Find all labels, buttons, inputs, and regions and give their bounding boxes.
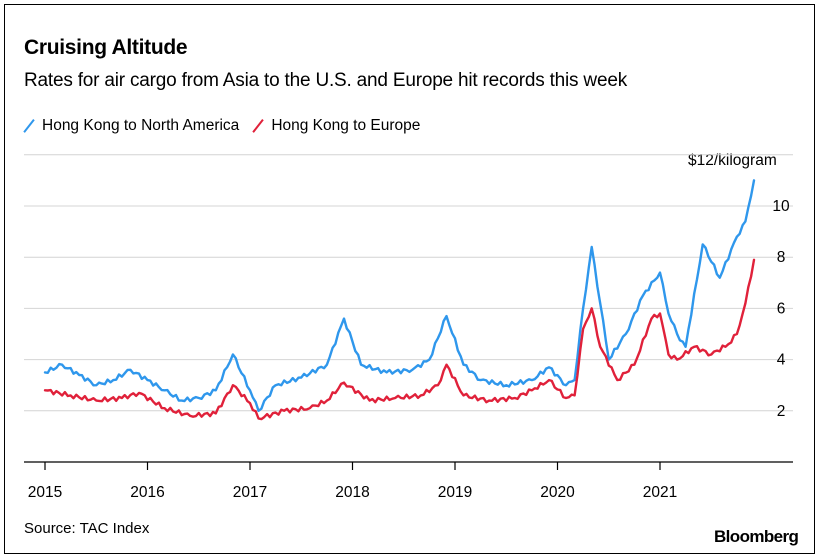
y-axis-unit-label: $12/kilogram [688,152,777,169]
x-tick-label: 2021 [643,484,677,501]
series-line-north-america [43,179,756,412]
chart-title: Cruising Altitude [24,36,188,59]
y-tick-label: 2 [777,403,786,420]
y-tick-label: 8 [777,249,786,266]
legend-label-europe: Hong Kong to Europe [271,117,421,134]
x-tick-label: 2015 [28,484,62,501]
chart-frame [4,4,815,554]
source-note: Source: TAC Index [24,520,150,537]
y-tick-label: 4 [777,352,786,369]
x-tick-label: 2018 [335,484,369,501]
y-tick-label: 6 [777,300,786,317]
chart-subtitle: Rates for air cargo from Asia to the U.S… [24,70,627,91]
legend: Hong Kong to North America Hong Kong to … [24,117,434,135]
legend-label-north-america: Hong Kong to North America [42,117,240,134]
y-tick-label: 10 [772,198,790,215]
brand-logo: Bloomberg [714,527,799,546]
series-line-europe [43,258,756,421]
legend-item-north-america: Hong Kong to North America [24,117,239,135]
x-tick-label: 2019 [438,484,472,501]
x-tick-label: 2016 [130,484,164,501]
legend-item-europe: Hong Kong to Europe [253,117,420,135]
x-tick-label: 2017 [233,484,267,501]
x-tick-label: 2020 [540,484,575,501]
